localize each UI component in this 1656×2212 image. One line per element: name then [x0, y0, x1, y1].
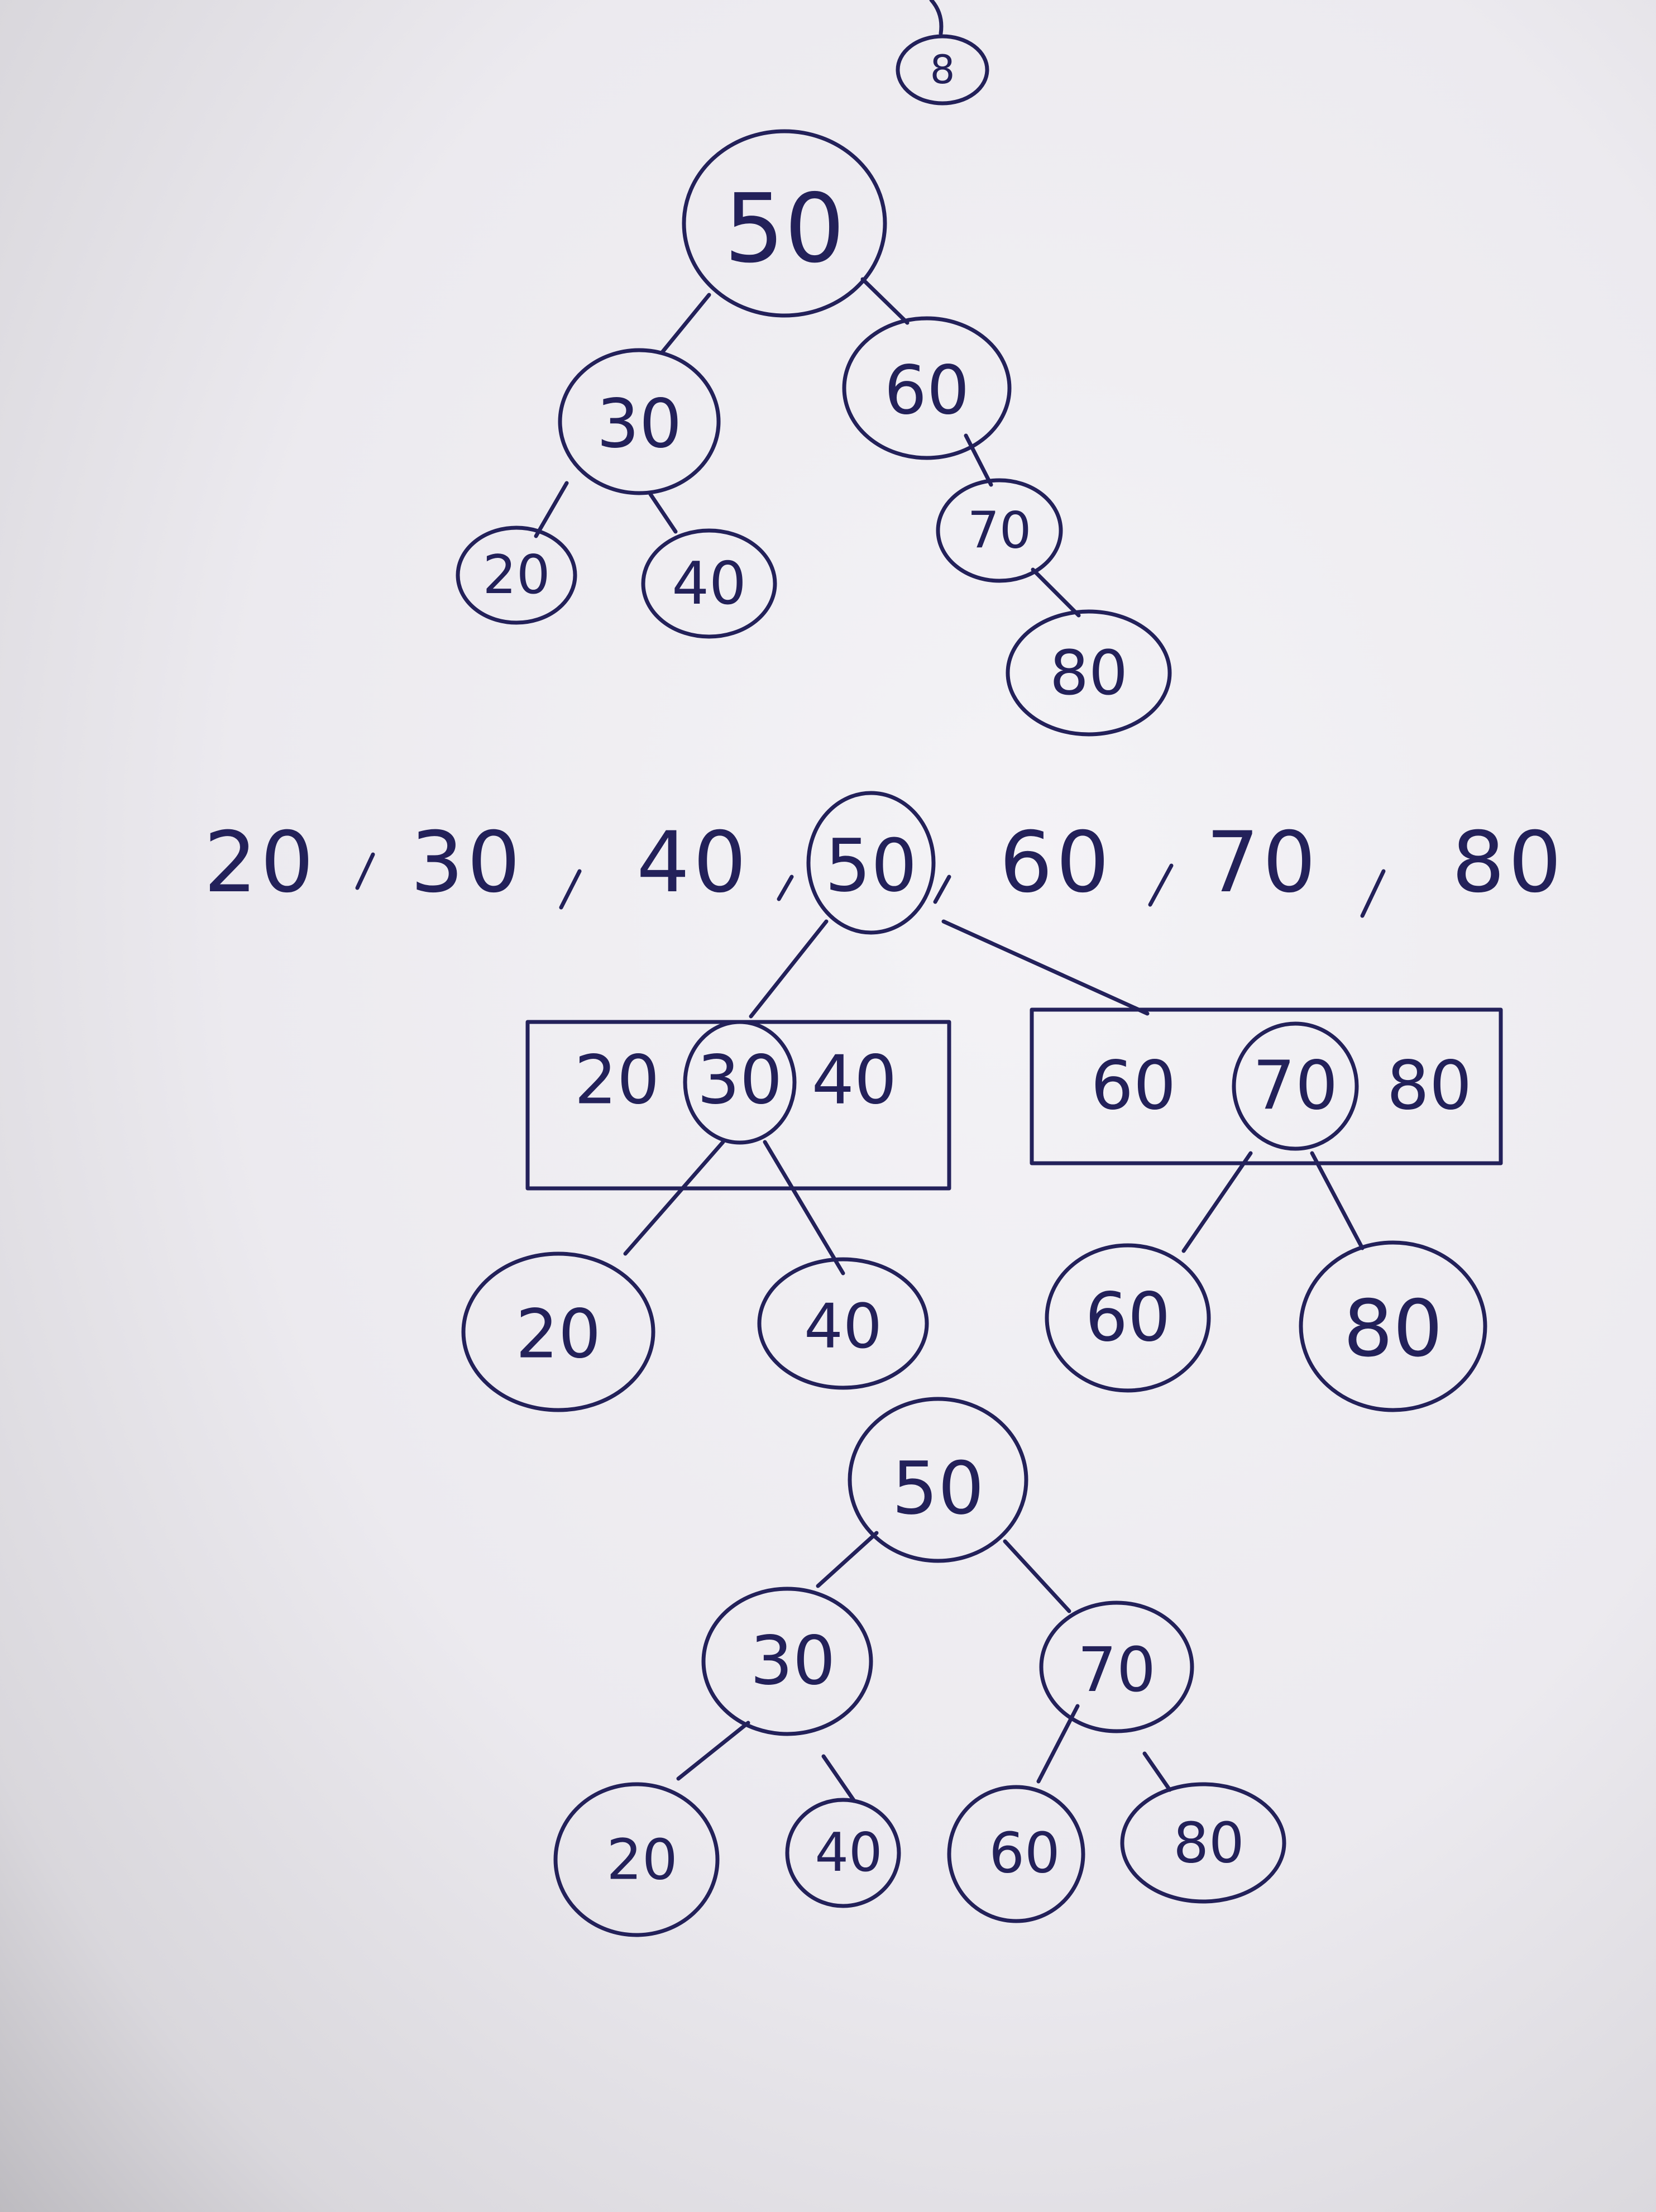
label-t2-root: 50 — [892, 1446, 984, 1531]
tree-balanced: 50 30 70 20 40 60 80 — [553, 1397, 1286, 1937]
right-group-middle-circle — [1232, 1021, 1359, 1151]
split-child-40 — [757, 1257, 929, 1390]
edge-mid-to-left-group — [749, 919, 829, 1019]
left-group-middle-circle — [683, 1020, 797, 1145]
tree-unbalanced: 8 50 30 60 20 40 70 80 — [456, 0, 1172, 737]
split-child-40-label: 40 — [804, 1291, 882, 1362]
split-child-20-label: 20 — [516, 1296, 601, 1374]
seq-comma-2 — [559, 869, 582, 910]
label-t1-root: 50 — [724, 174, 845, 284]
label-t2-leaf-60: 60 — [989, 1821, 1060, 1886]
node-t1-right — [842, 316, 1012, 460]
node-t1-left-right — [641, 528, 777, 639]
left-group-40: 40 — [812, 1042, 897, 1120]
sorted-sequence: 20 30 40 50 60 70 80 — [204, 791, 1565, 935]
edge-mid-to-right-group — [941, 919, 1150, 1016]
edge-t2-root-right — [1003, 1539, 1071, 1613]
node-t1-left — [558, 348, 721, 495]
node-t1-right-right — [936, 478, 1063, 583]
node-t2-leaf-20 — [553, 1782, 720, 1937]
seq-item-50: 50 — [825, 823, 917, 908]
seq-comma-3 — [777, 875, 794, 901]
right-group-70: 70 — [1253, 1048, 1338, 1125]
label-t1-right-right-right: 80 — [1050, 637, 1128, 709]
edge-50-60 — [860, 277, 910, 325]
seq-item-40: 40 — [636, 814, 750, 911]
edge-70-60-split — [1181, 1151, 1253, 1253]
node-t2-right — [1039, 1601, 1194, 1733]
seq-comma-6 — [1360, 869, 1386, 918]
seq-item-60: 60 — [999, 814, 1113, 911]
label-t2-leaf-40: 40 — [815, 1822, 883, 1884]
label-t1-right: 60 — [884, 352, 970, 430]
right-group-box — [1030, 1007, 1503, 1165]
split-child-80-label: 80 — [1343, 1284, 1443, 1375]
split-child-20 — [461, 1251, 655, 1412]
edge-30-20-split — [623, 1140, 725, 1256]
seq-item-50-circle — [806, 791, 936, 935]
split-child-60 — [1045, 1243, 1211, 1393]
seq-comma-5 — [1148, 863, 1174, 907]
label-t1-left: 30 — [597, 386, 682, 464]
node-fragment-top — [896, 34, 989, 106]
edge-50-30 — [659, 293, 711, 355]
node-t2-root — [848, 1397, 1028, 1563]
edge-70-80-split — [1310, 1151, 1365, 1250]
label-t2-left: 30 — [750, 1623, 836, 1700]
left-group-30: 30 — [697, 1042, 783, 1120]
seq-comma-4 — [933, 875, 951, 904]
right-group-60: 60 — [1091, 1048, 1176, 1125]
label-t1-right-right: 70 — [968, 501, 1032, 560]
node-t1-left-left — [456, 525, 577, 625]
edge-t2-right-80 — [1142, 1751, 1172, 1792]
split-step: 20 30 40 60 70 80 20 40 60 80 — [461, 919, 1503, 1412]
edge-t2-left-20 — [676, 1721, 750, 1781]
node-t2-leaf-40 — [785, 1798, 901, 1908]
edge-60-70 — [964, 433, 993, 487]
edge-t2-left-40 — [821, 1754, 856, 1803]
seq-item-20: 20 — [204, 814, 317, 911]
edge-30-40 — [648, 492, 678, 534]
edge-fragment-top — [929, 0, 944, 36]
split-child-80 — [1299, 1240, 1487, 1412]
node-t2-left — [701, 1587, 873, 1736]
label-t1-left-right: 40 — [672, 550, 746, 618]
label-fragment-top: 8 — [930, 47, 955, 93]
edge-30-20 — [534, 481, 569, 538]
edge-t2-root-left — [816, 1531, 879, 1588]
seq-comma-1 — [355, 852, 375, 890]
label-t1-left-left: 20 — [483, 544, 551, 606]
right-group-80: 80 — [1387, 1048, 1472, 1125]
node-t2-leaf-60 — [947, 1785, 1085, 1923]
seq-item-30: 30 — [410, 814, 524, 911]
node-t1-right-right-right — [1006, 609, 1172, 737]
edge-70-80 — [1031, 567, 1081, 618]
seq-item-70: 70 — [1206, 814, 1319, 911]
edge-30-40-split — [763, 1140, 845, 1275]
split-child-60-label: 60 — [1085, 1279, 1171, 1357]
node-t2-leaf-80 — [1120, 1782, 1286, 1904]
label-t2-leaf-20: 20 — [606, 1827, 677, 1893]
label-t2-right: 70 — [1078, 1634, 1156, 1705]
seq-item-80: 80 — [1452, 814, 1565, 911]
label-t2-leaf-80: 80 — [1173, 1810, 1244, 1876]
left-group-20: 20 — [575, 1042, 660, 1120]
node-t1-root — [682, 129, 887, 318]
